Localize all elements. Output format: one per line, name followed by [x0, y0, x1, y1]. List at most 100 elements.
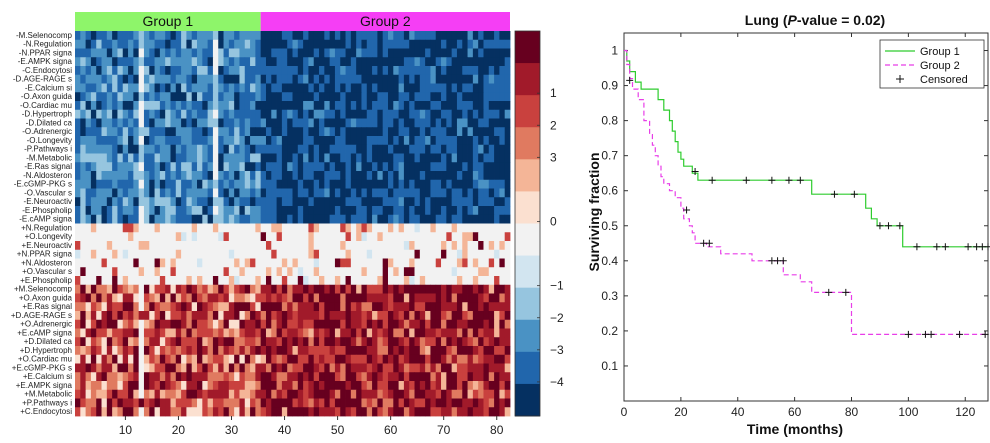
heatmap-cell: [207, 92, 214, 102]
heatmap-cell: [239, 179, 246, 189]
heatmap-cell: [234, 284, 240, 294]
heatmap-cell: [292, 101, 299, 111]
heatmap-cell: [308, 346, 315, 356]
heatmap-cell: [112, 188, 118, 198]
heatmap-cell: [382, 136, 389, 146]
heatmap-cell: [202, 188, 209, 198]
heatmap-cell: [324, 354, 331, 364]
heatmap-cell: [340, 381, 346, 391]
heatmap-cell: [122, 249, 129, 259]
colorbar-swatch: [515, 191, 540, 224]
heatmap-cell: [334, 144, 341, 154]
heatmap-cell: [75, 328, 81, 338]
heatmap-cell: [218, 127, 224, 137]
heatmap-cell: [197, 66, 203, 76]
heatmap-cell: [159, 284, 166, 294]
heatmap-cell: [483, 258, 490, 268]
heatmap-cell: [414, 197, 421, 207]
heatmap-cell: [181, 337, 187, 347]
heatmap-cell: [149, 48, 155, 58]
heatmap-cell: [504, 267, 511, 277]
heatmap-cell: [228, 249, 235, 259]
heatmap-cell: [90, 372, 97, 382]
heatmap-cell: [197, 179, 203, 189]
heatmap-cell: [276, 293, 283, 303]
heatmap-cell: [361, 92, 368, 102]
heatmap-cell: [377, 319, 384, 329]
heatmap-cell: [122, 328, 129, 338]
heatmap-cell: [159, 214, 166, 224]
heatmap-cell: [345, 39, 352, 49]
heatmap-cell: [90, 223, 97, 233]
heatmap-cell: [483, 197, 490, 207]
heatmap-cell: [138, 57, 145, 67]
heatmap-cell: [462, 311, 468, 321]
heatmap-cell: [451, 284, 458, 294]
heatmap-cell: [101, 109, 108, 119]
heatmap-cell: [175, 293, 182, 303]
heatmap-cell: [112, 48, 118, 58]
heatmap-cell: [441, 74, 447, 84]
heatmap-cell: [324, 319, 331, 329]
colorbar-tick-label: 3: [550, 150, 557, 164]
heatmap-cell: [504, 118, 511, 128]
heatmap-cell: [154, 206, 161, 216]
heatmap-cell: [361, 101, 368, 111]
heatmap-cell: [441, 249, 447, 259]
heatmap-cell: [128, 407, 134, 417]
heatmap-cell: [202, 109, 209, 119]
heatmap-cell: [499, 223, 506, 233]
heatmap-cell: [308, 83, 315, 93]
heatmap-cell: [218, 48, 224, 58]
heatmap-cell: [255, 293, 262, 303]
heatmap-cell: [228, 363, 235, 373]
heatmap-cell: [202, 293, 209, 303]
heatmap-cell: [504, 354, 511, 364]
row-label: -O.Longevity: [27, 136, 72, 145]
heatmap-cell: [366, 258, 373, 268]
heatmap-cell: [472, 232, 479, 242]
heatmap-cell: [154, 171, 161, 181]
heatmap-cell: [372, 354, 378, 364]
heatmap-cell: [128, 109, 134, 119]
heatmap-cell: [324, 109, 331, 119]
heatmap-cell: [409, 31, 415, 41]
heatmap-cell: [419, 311, 426, 321]
heatmap-cell: [478, 363, 484, 373]
heatmap-cell: [228, 337, 235, 347]
heatmap-cell: [90, 319, 97, 329]
heatmap-cell: [382, 92, 389, 102]
heatmap-cell: [446, 101, 453, 111]
heatmap-cell: [197, 319, 203, 329]
heatmap-cell: [101, 363, 108, 373]
heatmap-cell: [276, 197, 283, 207]
heatmap-cell: [271, 92, 277, 102]
heatmap-cell: [393, 267, 399, 277]
heatmap-cell: [372, 153, 378, 163]
heatmap-cell: [403, 101, 410, 111]
heatmap-cell: [128, 293, 134, 303]
heatmap-cell: [271, 381, 277, 391]
heatmap-cell: [223, 144, 230, 154]
heatmap-cell: [281, 48, 288, 58]
heatmap-cell: [441, 136, 447, 146]
heatmap-cell: [287, 136, 293, 146]
heatmap-cell: [128, 179, 134, 189]
heatmap-cell: [425, 241, 431, 251]
heatmap-cell: [175, 267, 182, 277]
heatmap-cell: [313, 197, 320, 207]
heatmap-cell: [350, 83, 357, 93]
heatmap-cell: [117, 249, 124, 259]
heatmap-cell: [207, 179, 214, 189]
heatmap-cell: [382, 241, 389, 251]
heatmap-cell: [154, 284, 161, 294]
heatmap-cell: [276, 144, 283, 154]
heatmap-cell: [409, 302, 415, 312]
heatmap-cell: [96, 206, 102, 216]
heatmap-cell: [472, 293, 479, 303]
heatmap-cell: [133, 241, 140, 251]
heatmap-cell: [122, 214, 129, 224]
heatmap-cell: [414, 249, 421, 259]
heatmap-cell: [170, 354, 177, 364]
heatmap-cell: [419, 319, 426, 329]
